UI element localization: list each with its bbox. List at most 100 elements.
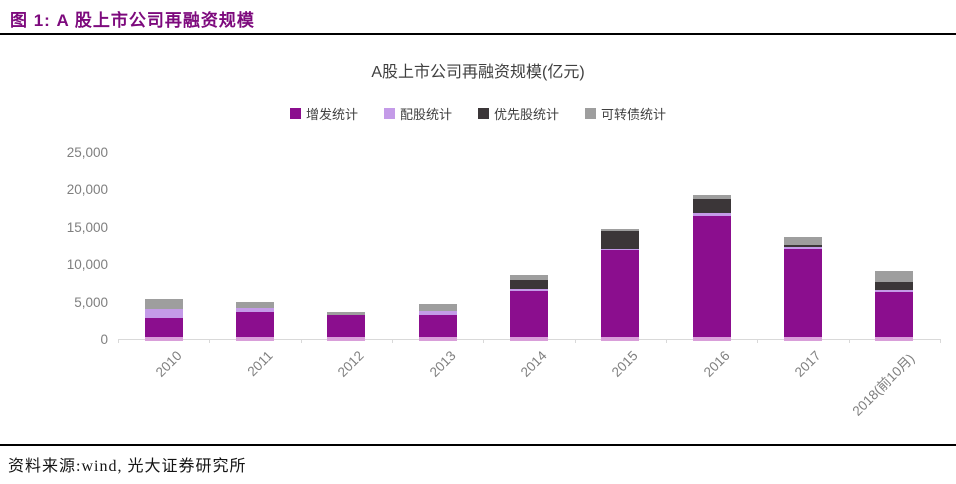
bar-segment (692, 199, 731, 213)
y-axis-tick-label: 20,000 (66, 182, 108, 198)
stacked-bar (418, 303, 457, 339)
y-axis-tick-label: 0 (100, 332, 108, 347)
y-axis-labels: 0 5,000 10,000 15,000 20,000 25,000 (0, 145, 108, 347)
x-axis-tick-mark (848, 339, 850, 343)
bar-segment (418, 314, 457, 339)
legend-item: 增发统计 (289, 104, 358, 123)
stacked-bar (783, 237, 822, 339)
x-axis-tick-label: 2015 (609, 348, 641, 380)
bar-base-strip (692, 337, 731, 341)
bar-segment (144, 299, 183, 309)
bar-segment (327, 312, 366, 315)
source-note: 资料来源:wind, 光大证券研究所 (8, 458, 247, 475)
bar-base-strip (509, 337, 548, 341)
legend-swatch-icon (383, 108, 395, 119)
legend-item: 配股统计 (383, 104, 452, 123)
x-axis-tick-mark (940, 339, 941, 343)
bar-segment (783, 249, 822, 339)
bar-group: 2012 (301, 153, 392, 380)
bar-group: 2011 (209, 153, 300, 379)
chart-legend: 增发统计 配股统计 优先股统计 可转债统计 (0, 104, 956, 123)
bar-segment (144, 318, 183, 339)
bar-segment (509, 288, 548, 292)
bar-segment (875, 282, 914, 290)
x-axis-tick-mark (209, 339, 211, 343)
x-axis-tick-mark (391, 339, 393, 343)
bar-segment (418, 303, 457, 312)
x-axis-tick-mark (118, 339, 119, 343)
legend-label: 配股统计 (399, 107, 452, 122)
bar-segment (144, 308, 183, 319)
figure-caption: 图 1: A 股上市公司再融资规模 (10, 11, 255, 30)
footer-divider (0, 444, 956, 446)
x-axis-tick-label: 2016 (700, 348, 733, 380)
y-axis-tick-label: 10,000 (66, 257, 108, 273)
bar-segment (783, 237, 822, 245)
stacked-bar (601, 228, 640, 339)
bar-base-strip (418, 337, 457, 341)
bar-segment (509, 279, 548, 289)
bar-segment (692, 215, 731, 339)
bar-segment (509, 291, 548, 339)
x-axis-tick-mark (300, 339, 302, 343)
chart-title: A股上市公司再融资规模(亿元) (371, 64, 585, 81)
bar-base-strip (875, 337, 914, 341)
legend-label: 增发统计 (305, 107, 358, 122)
x-axis-tick-mark (757, 339, 759, 343)
bar-segment (327, 315, 366, 339)
bar-segment (601, 248, 640, 250)
legend-item: 优先股统计 (478, 104, 559, 123)
x-axis-tick-label: 2018(前10月) (849, 350, 918, 419)
bar-segment (875, 271, 914, 283)
x-axis-tick-mark (665, 339, 667, 343)
stacked-bar (327, 312, 366, 339)
bar-group: 2010 (118, 153, 209, 380)
bar-segment (783, 247, 822, 250)
legend-swatch-icon (478, 108, 489, 119)
bar-group: 2018(前10月) (849, 153, 940, 419)
bar-segment (875, 291, 914, 339)
x-axis-tick-mark (574, 339, 576, 343)
x-axis-tick-label: 2017 (791, 348, 824, 380)
bar-group: 2013 (392, 153, 483, 380)
bar-segment (235, 311, 274, 339)
x-axis-tick-label: 2010 (152, 348, 185, 380)
header-divider (0, 33, 956, 35)
legend-swatch-icon (289, 108, 301, 119)
bar-base-strip (235, 337, 274, 341)
bar-segment (601, 250, 640, 339)
bar-segment (418, 311, 457, 315)
bar-base-strip (783, 337, 822, 341)
y-axis-tick-label: 25,000 (66, 145, 108, 160)
bar-base-strip (144, 337, 183, 341)
x-axis-tick-mark (483, 339, 485, 343)
bar-segment (601, 231, 640, 249)
bar-group: 2016 (666, 153, 757, 380)
bar-segment (327, 314, 366, 316)
stacked-bar (875, 271, 914, 339)
bar-segment (692, 195, 731, 200)
stacked-bar (235, 302, 274, 339)
bar-segment (692, 212, 731, 216)
stacked-bar (692, 195, 731, 339)
legend-item: 可转债统计 (585, 104, 666, 123)
bar-segment (601, 228, 640, 232)
bar-segment (509, 274, 548, 280)
y-axis-tick-label: 5,000 (74, 294, 108, 310)
plot-area: 2010 2011 2012 2013 2014 2015 2016 2017 2018(前10… (118, 153, 941, 419)
x-axis-tick-label: 2014 (517, 348, 550, 380)
y-axis-tick-label: 15,000 (66, 219, 108, 235)
bar-group: 2015 (575, 153, 666, 380)
stacked-bar (509, 274, 548, 339)
legend-swatch-icon (585, 108, 597, 119)
bar-segment (875, 289, 914, 292)
legend-label: 可转债统计 (601, 107, 667, 122)
x-axis-tick-label: 2013 (426, 348, 459, 380)
bar-base-strip (601, 337, 640, 341)
bar-segment (235, 308, 274, 312)
bar-group: 2017 (757, 153, 848, 380)
bar-group: 2014 (483, 153, 574, 380)
legend-label: 优先股统计 (494, 107, 560, 122)
bar-segment (783, 244, 822, 248)
